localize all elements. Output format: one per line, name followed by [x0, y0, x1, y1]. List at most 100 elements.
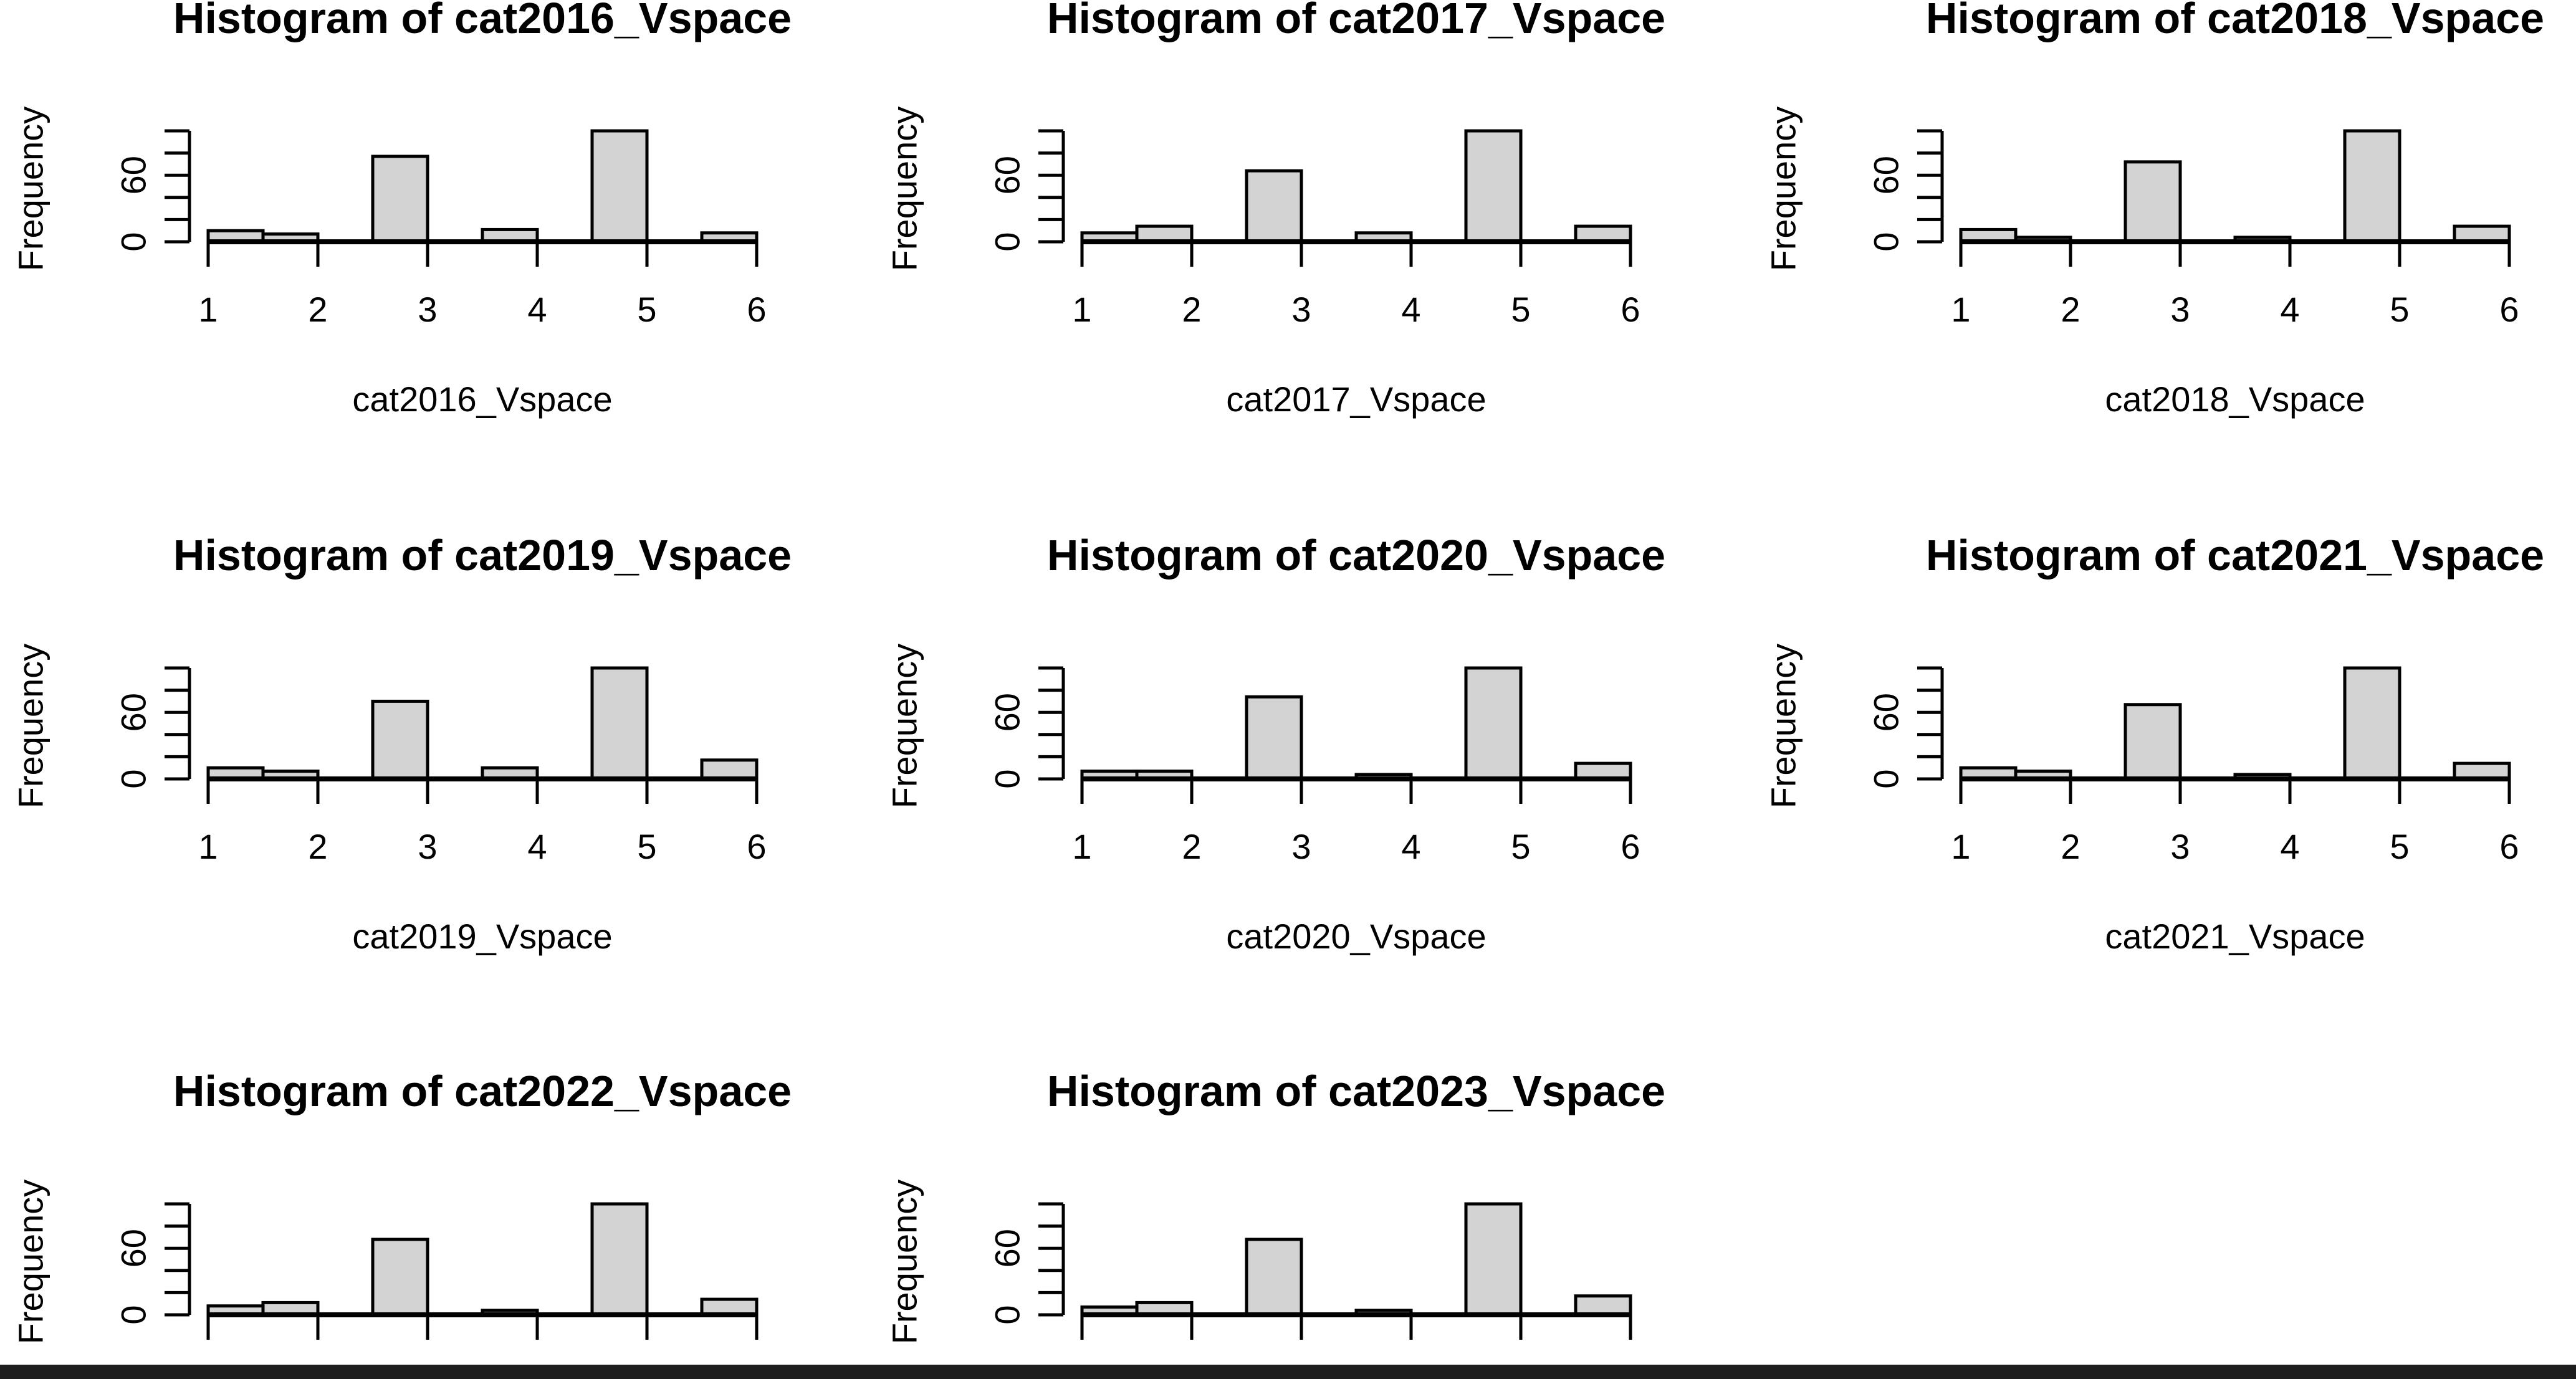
chart-title: Histogram of cat2016_Vspace: [173, 0, 792, 42]
x-tick-label: 5: [2390, 827, 2409, 866]
x-axis-label: cat2020_Vspace: [1226, 917, 1486, 956]
x-tick-label: 3: [1291, 290, 1311, 329]
y-axis-label: Frequency: [1764, 644, 1803, 809]
histogram-bar: [1574, 761, 1632, 781]
y-tick-label: 60: [988, 693, 1027, 732]
chart-title: Histogram of cat2017_Vspace: [1047, 0, 1665, 42]
y-axis-label: Frequency: [885, 1180, 924, 1345]
histogram-panel: Histogram of cat2019_Vspace 1 2 3 4 5 6 cat2019…: [11, 531, 792, 956]
x-axis-label: cat2018_Vspace: [2105, 379, 2365, 419]
x-tick-label: 5: [637, 290, 656, 329]
y-axis-label: Frequency: [11, 107, 50, 272]
x-axis-label: cat2017_Vspace: [1226, 379, 1486, 419]
x-tick-label: 3: [2170, 290, 2190, 329]
histogram-bar: [2343, 666, 2401, 781]
histogram-bar: [1574, 1294, 1632, 1317]
y-tick-label: 0: [114, 769, 153, 788]
histogram-bar: [1464, 129, 1523, 244]
x-tick-label: 5: [1511, 827, 1530, 866]
x-tick-label: 4: [1401, 290, 1420, 329]
histogram-bar: [700, 758, 759, 781]
y-tick-label: 60: [1867, 693, 1906, 732]
histogram-bar: [1245, 1238, 1303, 1317]
histogram-bar: [590, 1202, 649, 1317]
x-tick-label: 4: [527, 290, 547, 329]
chart-title: Histogram of cat2020_Vspace: [1047, 531, 1665, 580]
y-axis-label: Frequency: [1764, 107, 1803, 272]
y-axis-label: Frequency: [885, 107, 924, 272]
y-tick-label: 60: [988, 156, 1027, 194]
y-tick-label: 60: [1867, 156, 1906, 194]
x-tick-label: 2: [1182, 827, 1201, 866]
histogram-bar: [1245, 695, 1303, 781]
y-tick-label: 0: [114, 232, 153, 251]
histogram-bar: [371, 155, 429, 244]
x-tick-label: 1: [1951, 827, 1970, 866]
y-tick-label: 60: [114, 156, 153, 194]
x-tick-label: 6: [747, 290, 766, 329]
x-tick-label: 5: [637, 827, 656, 866]
x-tick-label: 4: [2280, 827, 2299, 866]
x-tick-label: 5: [2390, 290, 2409, 329]
y-tick-label: 60: [988, 1229, 1027, 1267]
chart-title: Histogram of cat2021_Vspace: [1926, 531, 2544, 580]
histogram-bar: [590, 129, 649, 244]
x-tick-label: 3: [418, 290, 437, 329]
y-tick-label: 0: [114, 1305, 153, 1324]
x-tick-label: 1: [198, 827, 218, 866]
x-tick-label: 4: [527, 827, 547, 866]
x-tick-label: 2: [308, 827, 327, 866]
x-tick-label: 4: [1401, 827, 1420, 866]
y-tick-label: 0: [1867, 769, 1906, 788]
histogram-panel: Histogram of cat2018_Vspace 1 2 3 4 5 6 cat2018…: [1764, 0, 2545, 419]
histogram-bar: [371, 1238, 429, 1317]
x-tick-label: 3: [1291, 827, 1311, 866]
y-tick-label: 0: [988, 769, 1027, 788]
histogram-panel: Histogram of cat2023_Vspace 0 60 Frequency: [885, 1067, 1666, 1344]
x-tick-label: 2: [2061, 290, 2080, 329]
histogram-bar: [371, 699, 429, 781]
x-tick-label: 6: [747, 827, 766, 866]
histogram-bar: [2124, 160, 2182, 244]
y-axis-label: Frequency: [11, 644, 50, 809]
x-axis-label: cat2021_Vspace: [2105, 917, 2365, 956]
x-axis-label: cat2016_Vspace: [352, 379, 612, 419]
histogram-bar: [2343, 129, 2401, 244]
histogram-panel: Histogram of cat2017_Vspace 1 2 3 4 5 6 cat2017…: [885, 0, 1666, 419]
x-tick-label: 6: [1621, 827, 1640, 866]
y-tick-label: 60: [114, 1229, 153, 1267]
x-tick-label: 1: [1951, 290, 1970, 329]
histogram-bar: [700, 1297, 759, 1317]
chart-title: Histogram of cat2023_Vspace: [1047, 1067, 1665, 1115]
histogram-panel: Histogram of cat2016_Vspace 1 2 3 4 5 6 cat2016…: [11, 0, 792, 419]
x-tick-label: 3: [2170, 827, 2190, 866]
y-axis-label: Frequency: [885, 644, 924, 809]
x-tick-label: 6: [1621, 290, 1640, 329]
x-axis-label: cat2019_Vspace: [352, 917, 612, 956]
x-tick-label: 2: [1182, 290, 1201, 329]
histogram-bar: [1464, 1202, 1523, 1317]
x-tick-label: 2: [308, 290, 327, 329]
histogram-panel: Histogram of cat2020_Vspace 1 2 3 4 5 6 cat2020…: [885, 531, 1666, 956]
histogram-panel: Histogram of cat2021_Vspace 1 2 3 4 5 6 cat2021…: [1764, 531, 2545, 956]
histogram-bar: [1135, 224, 1194, 244]
x-tick-label: 4: [2280, 290, 2299, 329]
histogram-bar: [1464, 666, 1523, 781]
chart-title: Histogram of cat2018_Vspace: [1926, 0, 2544, 42]
histogram-bar: [1574, 224, 1632, 244]
x-tick-label: 1: [1072, 827, 1091, 866]
histogram-panel: Histogram of cat2022_Vspace 0 60 Frequency: [11, 1067, 792, 1344]
window-bottom-edge: [0, 1365, 2576, 1379]
y-tick-label: 60: [114, 693, 153, 732]
x-tick-label: 2: [2061, 827, 2080, 866]
x-tick-label: 6: [2499, 290, 2519, 329]
y-tick-label: 0: [1867, 232, 1906, 251]
chart-title: Histogram of cat2019_Vspace: [173, 531, 792, 580]
histogram-bar: [2124, 703, 2182, 781]
x-tick-label: 1: [198, 290, 218, 329]
histogram-bar: [590, 666, 649, 781]
y-tick-label: 0: [988, 232, 1027, 251]
x-tick-label: 5: [1511, 290, 1530, 329]
